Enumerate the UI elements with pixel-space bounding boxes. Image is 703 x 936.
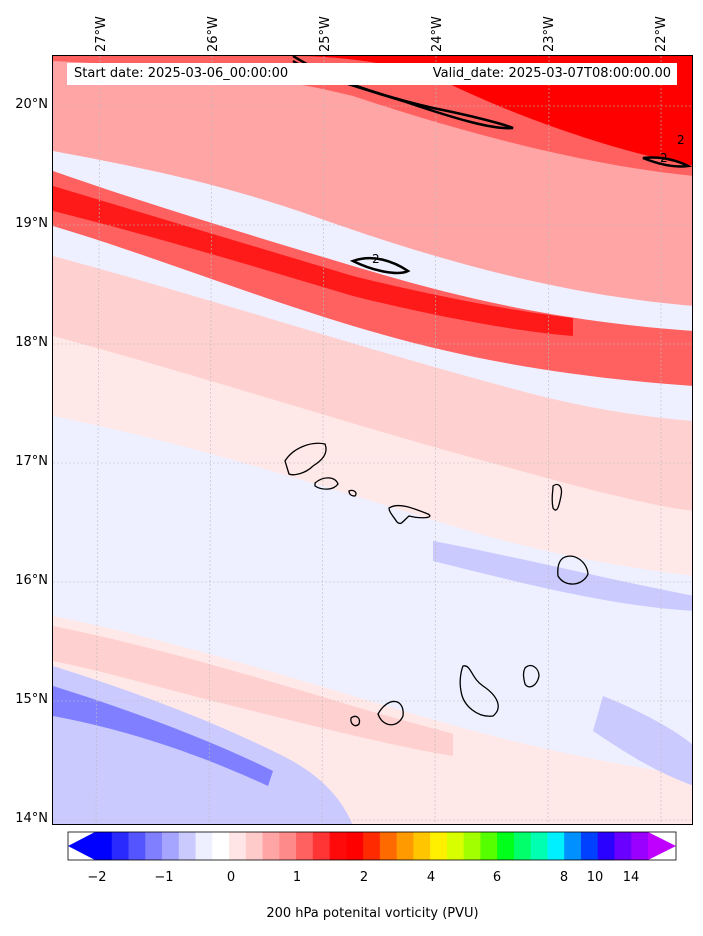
pv-band-red-south <box>53 626 453 756</box>
colorbar-cell <box>430 832 448 860</box>
contour-label-mid: 2 <box>372 252 380 266</box>
island-sao-nicolau <box>388 504 431 525</box>
colorbar-cell <box>564 832 582 860</box>
colorbar-cell <box>446 832 465 860</box>
lat-label-19: 19°N <box>15 216 48 231</box>
lon-label-26: 26°W <box>206 16 221 52</box>
pv-band-pale-1 <box>53 256 692 536</box>
colorbar-cell <box>229 832 247 860</box>
cb-tick-4: 4 <box>426 870 436 885</box>
colorbar-cell <box>631 832 649 860</box>
colorbar-cell <box>162 832 180 860</box>
pv-band-mid <box>53 171 692 386</box>
colorbar-cell <box>396 832 414 860</box>
start-date-label: Start date: 2025-03-06_00:00:00 <box>74 66 289 81</box>
gridlines <box>53 56 692 824</box>
grid-lon-27 <box>95 56 101 824</box>
colorbar-cell <box>262 832 280 860</box>
grid-lon-26 <box>208 56 213 824</box>
island-santa-luzia <box>348 489 357 497</box>
colorbar-cell <box>329 832 347 860</box>
lon-label-22: 22°W <box>654 16 669 52</box>
cb-tick-neg1: −1 <box>154 870 174 885</box>
lon-label-24: 24°W <box>430 16 445 52</box>
grid-lon-24 <box>434 56 437 824</box>
contour-top <box>292 56 514 130</box>
colorbar-cell <box>279 832 297 860</box>
colorbar-cell <box>95 832 113 860</box>
colorbar-cell <box>312 832 331 860</box>
pv-band-mid-core <box>53 186 573 336</box>
colorbar-cell <box>195 832 213 860</box>
contour-label-east: 2 <box>660 151 668 165</box>
island-sal <box>551 483 563 511</box>
lat-label-20: 20°N <box>15 97 48 112</box>
colorbar-cell <box>497 832 515 860</box>
colorbar-cell <box>145 832 163 860</box>
colorbar-arrow-low <box>68 832 95 860</box>
grid-lon-23 <box>547 56 550 824</box>
colorbar-arrow-high <box>648 832 676 860</box>
lat-label-16: 16°N <box>15 573 48 588</box>
contour-mid <box>349 256 411 275</box>
cb-tick-10: 10 <box>586 870 604 885</box>
colorbar-cell <box>128 832 146 860</box>
pv-band-faint-1 <box>53 336 692 576</box>
pv-band-blue-south-core <box>53 686 273 786</box>
colorbar-cell <box>547 832 565 860</box>
lon-label-25: 25°W <box>318 16 333 52</box>
colorbar-cell <box>178 832 197 860</box>
contour-label-edge: 2 <box>677 133 685 147</box>
colorbar <box>67 831 677 861</box>
colorbar-cell <box>346 832 364 860</box>
lon-label-27: 27°W <box>94 16 109 52</box>
contour-east <box>642 156 692 168</box>
date-info-box: Start date: 2025-03-06_00:00:00 Valid_da… <box>67 63 677 85</box>
colorbar-label: 200 hPa potenital vorticity (PVU) <box>266 906 479 921</box>
island-maio <box>522 664 540 688</box>
island-santo-antao <box>284 442 327 476</box>
colorbar-outline <box>67 831 677 861</box>
islands <box>284 442 589 727</box>
colorbar-cell <box>379 832 398 860</box>
colorbar-cell <box>597 832 615 860</box>
cb-tick-neg2: −2 <box>87 870 107 885</box>
lat-label-17: 17°N <box>15 454 48 469</box>
valid-date-label: Valid_date: 2025-03-07T08:00:00.00 <box>432 66 671 81</box>
colorbar-cell <box>111 832 130 860</box>
pv-band-blue-1 <box>433 541 692 611</box>
island-sao-vicente <box>314 477 339 490</box>
cb-tick-8: 8 <box>559 870 569 885</box>
colorbar-cell <box>413 832 431 860</box>
pv-map <box>53 56 692 824</box>
colorbar-cell <box>513 832 532 860</box>
island-fogo <box>377 700 404 726</box>
pv-band-blue-se <box>593 696 692 786</box>
lon-label-23: 23°W <box>542 16 557 52</box>
island-boa-vista <box>557 555 589 585</box>
lat-label-15: 15°N <box>15 692 48 707</box>
cb-tick-1: 1 <box>292 870 302 885</box>
colorbar-cell <box>530 832 548 860</box>
colorbar-cell <box>296 832 314 860</box>
colorbar-cell <box>245 832 264 860</box>
cb-tick-6: 6 <box>492 870 502 885</box>
colorbar-cell <box>580 832 599 860</box>
colorbar-cell <box>463 832 481 860</box>
island-santiago <box>459 665 499 717</box>
lat-label-14: 14°N <box>15 811 48 826</box>
colorbar-cell <box>363 832 381 860</box>
colorbar-cell <box>480 832 498 860</box>
lat-label-18: 18°N <box>15 335 48 350</box>
colorbar-cell <box>614 832 632 860</box>
island-brava <box>350 715 361 727</box>
grid-lon-25 <box>321 56 325 824</box>
contours-2pvu <box>292 56 692 275</box>
colorbar-cell <box>212 832 230 860</box>
cb-tick-2: 2 <box>359 870 369 885</box>
map-frame <box>52 55 693 825</box>
cb-tick-0: 0 <box>226 870 236 885</box>
cb-tick-14: 14 <box>622 870 640 885</box>
